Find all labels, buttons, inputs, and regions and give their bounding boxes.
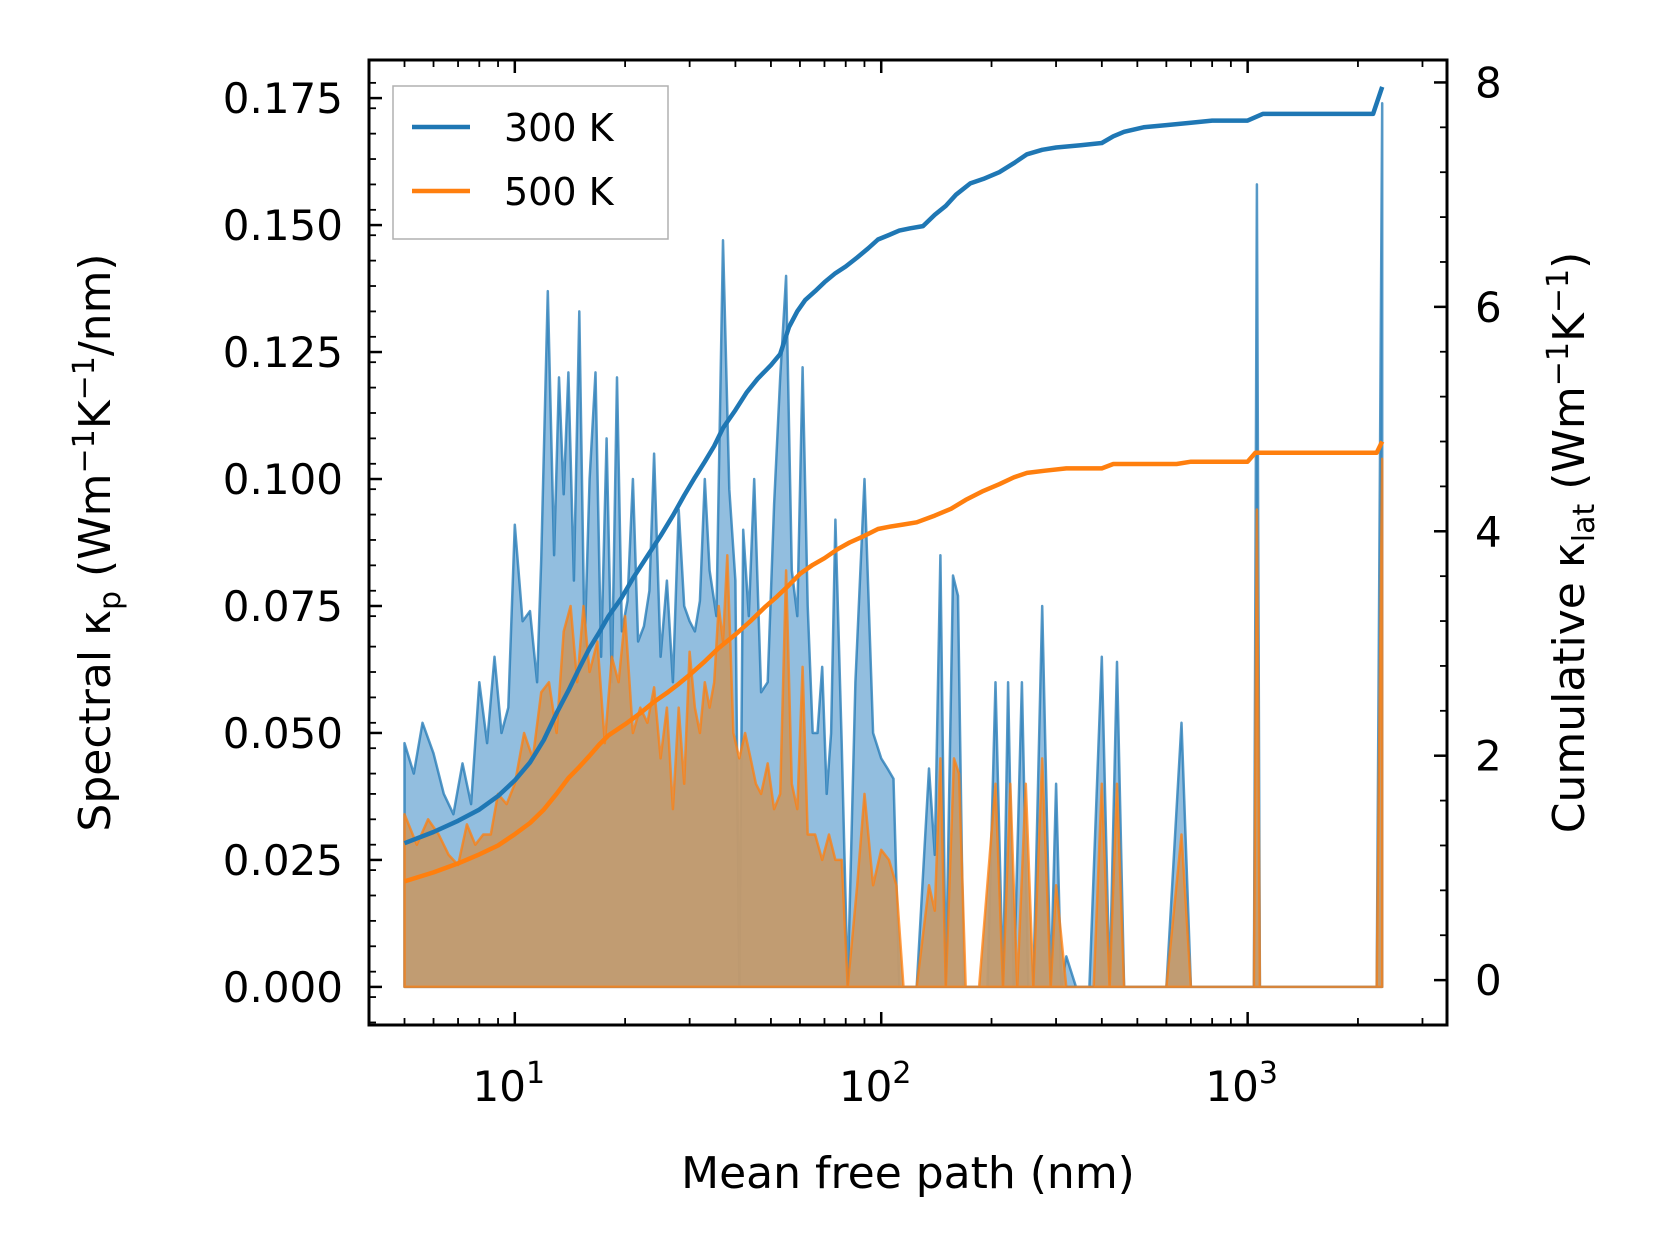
y-left-label-part: K	[70, 399, 121, 429]
y-right-label-part: K	[1544, 312, 1595, 342]
y-left-tick-label: 0.000	[223, 963, 343, 1012]
y-left-tick-label: 0.125	[223, 328, 343, 377]
y-right-label-sup: −1	[1541, 269, 1576, 313]
y-right-tick-label: 2	[1475, 732, 1502, 781]
y-left-label-sub: p	[93, 591, 128, 610]
axis-ticks	[368, 60, 1447, 1025]
x-tick-label: 102	[839, 1056, 912, 1111]
legend-box	[392, 85, 669, 240]
x-tick-label: 103	[1205, 1056, 1278, 1111]
y-left-tick-label: 0.025	[223, 836, 343, 885]
y-right-label-part: )	[1544, 252, 1595, 269]
y-axis-label-left: Spectral κp (Wm−1K−1/nm)	[67, 253, 128, 831]
spectral-fills	[403, 101, 1384, 989]
legend-label-500k: 500 K	[504, 170, 615, 214]
cumulative-line-300k	[403, 86, 1385, 846]
y-right-label-part: (Wm	[1544, 386, 1595, 504]
legend: 300 K 500 K	[392, 85, 669, 240]
x-tick-label: 101	[473, 1056, 546, 1111]
y-left-label-sup: −1	[67, 429, 102, 473]
y-axis-label-right: Cumulative κlat (Wm−1K−1)	[1541, 252, 1602, 834]
cumulative-line-500k	[403, 440, 1385, 884]
y-right-tick-label: 0	[1475, 956, 1502, 1005]
y-left-label-part: Spectral κ	[70, 610, 121, 832]
spectral-area-500k	[403, 457, 1384, 989]
y-right-tick-label: 4	[1475, 507, 1502, 556]
y-left-tick-label: 0.100	[223, 455, 343, 504]
x-axis-label: Mean free path (nm)	[681, 1148, 1135, 1199]
axis-tick-labels: 0.000 0.025 0.050 0.075 0.100 0.125 0.150 0.175…	[223, 58, 1502, 1111]
legend-label-300k: 300 K	[504, 106, 615, 150]
y-left-tick-label: 0.175	[223, 74, 343, 123]
y-left-tick-label: 0.075	[223, 582, 343, 631]
y-right-label-sub: lat	[1567, 504, 1602, 543]
y-left-tick-label: 0.150	[223, 201, 343, 250]
y-left-label-sup: −1	[67, 356, 102, 400]
y-left-tick-label: 0.050	[223, 709, 343, 758]
y-right-label-part: Cumulative κ	[1544, 542, 1595, 833]
y-left-label-part: (Wm	[70, 473, 121, 591]
y-right-label-sup: −1	[1541, 342, 1576, 386]
y-right-tick-label: 6	[1475, 283, 1502, 332]
y-right-tick-label: 8	[1475, 58, 1502, 107]
y-left-label-part: /nm)	[70, 253, 121, 356]
cumulative-lines	[403, 86, 1385, 884]
plot-frame	[367, 58, 1449, 1027]
